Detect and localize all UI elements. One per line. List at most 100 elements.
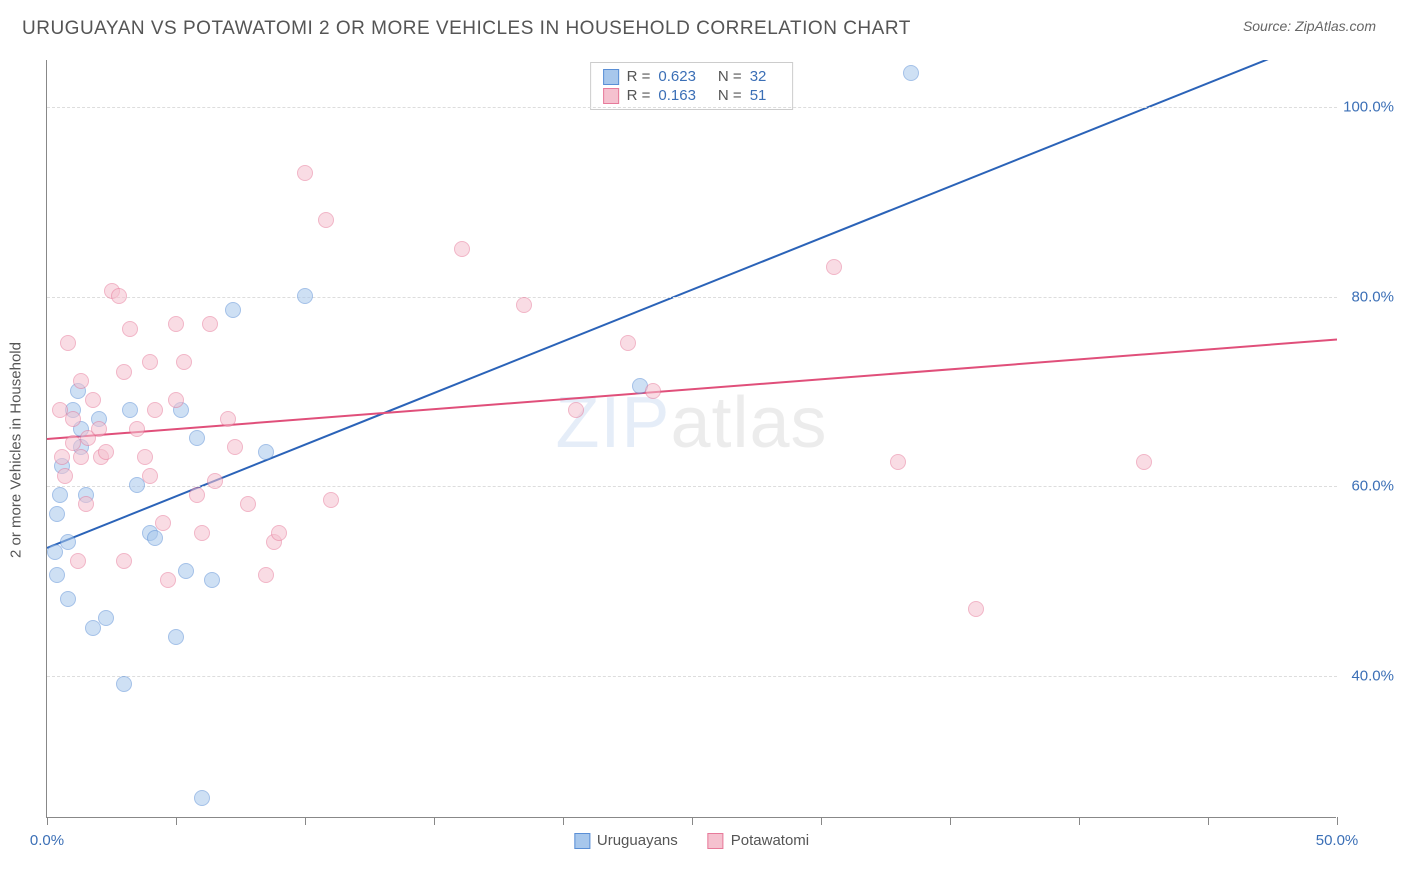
legend-row-potawatomi: R = 0.163 N = 51 (603, 86, 781, 105)
source-credit: Source: ZipAtlas.com (1243, 18, 1376, 34)
data-point (890, 454, 906, 470)
data-point (70, 553, 86, 569)
legend-row-uruguayans: R = 0.623 N = 32 (603, 67, 781, 86)
gridline (47, 486, 1337, 487)
data-point (227, 439, 243, 455)
data-point (91, 421, 107, 437)
data-point (568, 402, 584, 418)
data-point (49, 567, 65, 583)
data-point (194, 790, 210, 806)
legend-correlation-box: R = 0.623 N = 32 R = 0.163 N = 51 (590, 62, 794, 110)
data-point (826, 259, 842, 275)
data-point (122, 321, 138, 337)
x-tick-label: 0.0% (30, 832, 64, 849)
data-point (137, 449, 153, 465)
swatch-potawatomi (708, 833, 724, 849)
data-point (160, 572, 176, 588)
y-tick-label: 40.0% (1351, 667, 1394, 684)
chart-container: 2 or more Vehicles in Household ZIPatlas… (46, 60, 1376, 840)
data-point (271, 525, 287, 541)
data-point (49, 506, 65, 522)
data-point (147, 402, 163, 418)
data-point (297, 165, 313, 181)
data-point (60, 335, 76, 351)
data-point (620, 335, 636, 351)
data-point (98, 610, 114, 626)
data-point (78, 496, 94, 512)
data-point (73, 373, 89, 389)
data-point (142, 354, 158, 370)
trend-line (47, 340, 1337, 439)
data-point (168, 392, 184, 408)
data-point (116, 553, 132, 569)
gridline (47, 676, 1337, 677)
gridline (47, 107, 1337, 108)
x-tick (434, 817, 435, 825)
x-tick (1079, 817, 1080, 825)
data-point (122, 402, 138, 418)
y-axis-label: 2 or more Vehicles in Household (8, 342, 25, 558)
legend-item-uruguayans: Uruguayans (574, 832, 678, 849)
data-point (54, 449, 70, 465)
data-point (116, 364, 132, 380)
chart-title: URUGUAYAN VS POTAWATOMI 2 OR MORE VEHICL… (22, 18, 911, 40)
data-point (116, 676, 132, 692)
x-tick (1337, 817, 1338, 825)
swatch-uruguayans (603, 69, 619, 85)
data-point (155, 515, 171, 531)
x-tick (692, 817, 693, 825)
data-point (220, 411, 236, 427)
data-point (645, 383, 661, 399)
data-point (903, 65, 919, 81)
gridline (47, 297, 1337, 298)
data-point (60, 591, 76, 607)
data-point (189, 487, 205, 503)
header: URUGUAYAN VS POTAWATOMI 2 OR MORE VEHICL… (0, 0, 1406, 48)
x-tick (1208, 817, 1209, 825)
x-tick (305, 817, 306, 825)
data-point (98, 444, 114, 460)
swatch-potawatomi (603, 88, 619, 104)
data-point (297, 288, 313, 304)
x-tick (821, 817, 822, 825)
data-point (176, 354, 192, 370)
data-point (318, 212, 334, 228)
data-point (968, 601, 984, 617)
trend-line (47, 60, 1337, 548)
x-tick (950, 817, 951, 825)
x-tick (176, 817, 177, 825)
y-tick-label: 100.0% (1343, 99, 1394, 116)
data-point (60, 534, 76, 550)
data-point (142, 468, 158, 484)
legend-item-potawatomi: Potawatomi (708, 832, 809, 849)
data-point (207, 473, 223, 489)
data-point (168, 316, 184, 332)
data-point (189, 430, 205, 446)
swatch-uruguayans (574, 833, 590, 849)
data-point (111, 288, 127, 304)
watermark: ZIPatlas (555, 382, 827, 464)
data-point (65, 411, 81, 427)
legend-series: Uruguayans Potawatomi (574, 832, 809, 849)
data-point (258, 444, 274, 460)
data-point (129, 421, 145, 437)
data-point (168, 629, 184, 645)
x-tick (47, 817, 48, 825)
data-point (225, 302, 241, 318)
data-point (52, 487, 68, 503)
y-tick-label: 80.0% (1351, 288, 1394, 305)
trend-lines-svg (47, 60, 1337, 818)
plot-area: ZIPatlas R = 0.623 N = 32 R = 0.163 N = … (46, 60, 1336, 818)
data-point (323, 492, 339, 508)
x-tick (563, 817, 564, 825)
data-point (147, 530, 163, 546)
data-point (178, 563, 194, 579)
data-point (73, 449, 89, 465)
data-point (516, 297, 532, 313)
y-tick-label: 60.0% (1351, 478, 1394, 495)
data-point (258, 567, 274, 583)
data-point (202, 316, 218, 332)
x-tick-label: 50.0% (1316, 832, 1359, 849)
data-point (454, 241, 470, 257)
data-point (1136, 454, 1152, 470)
